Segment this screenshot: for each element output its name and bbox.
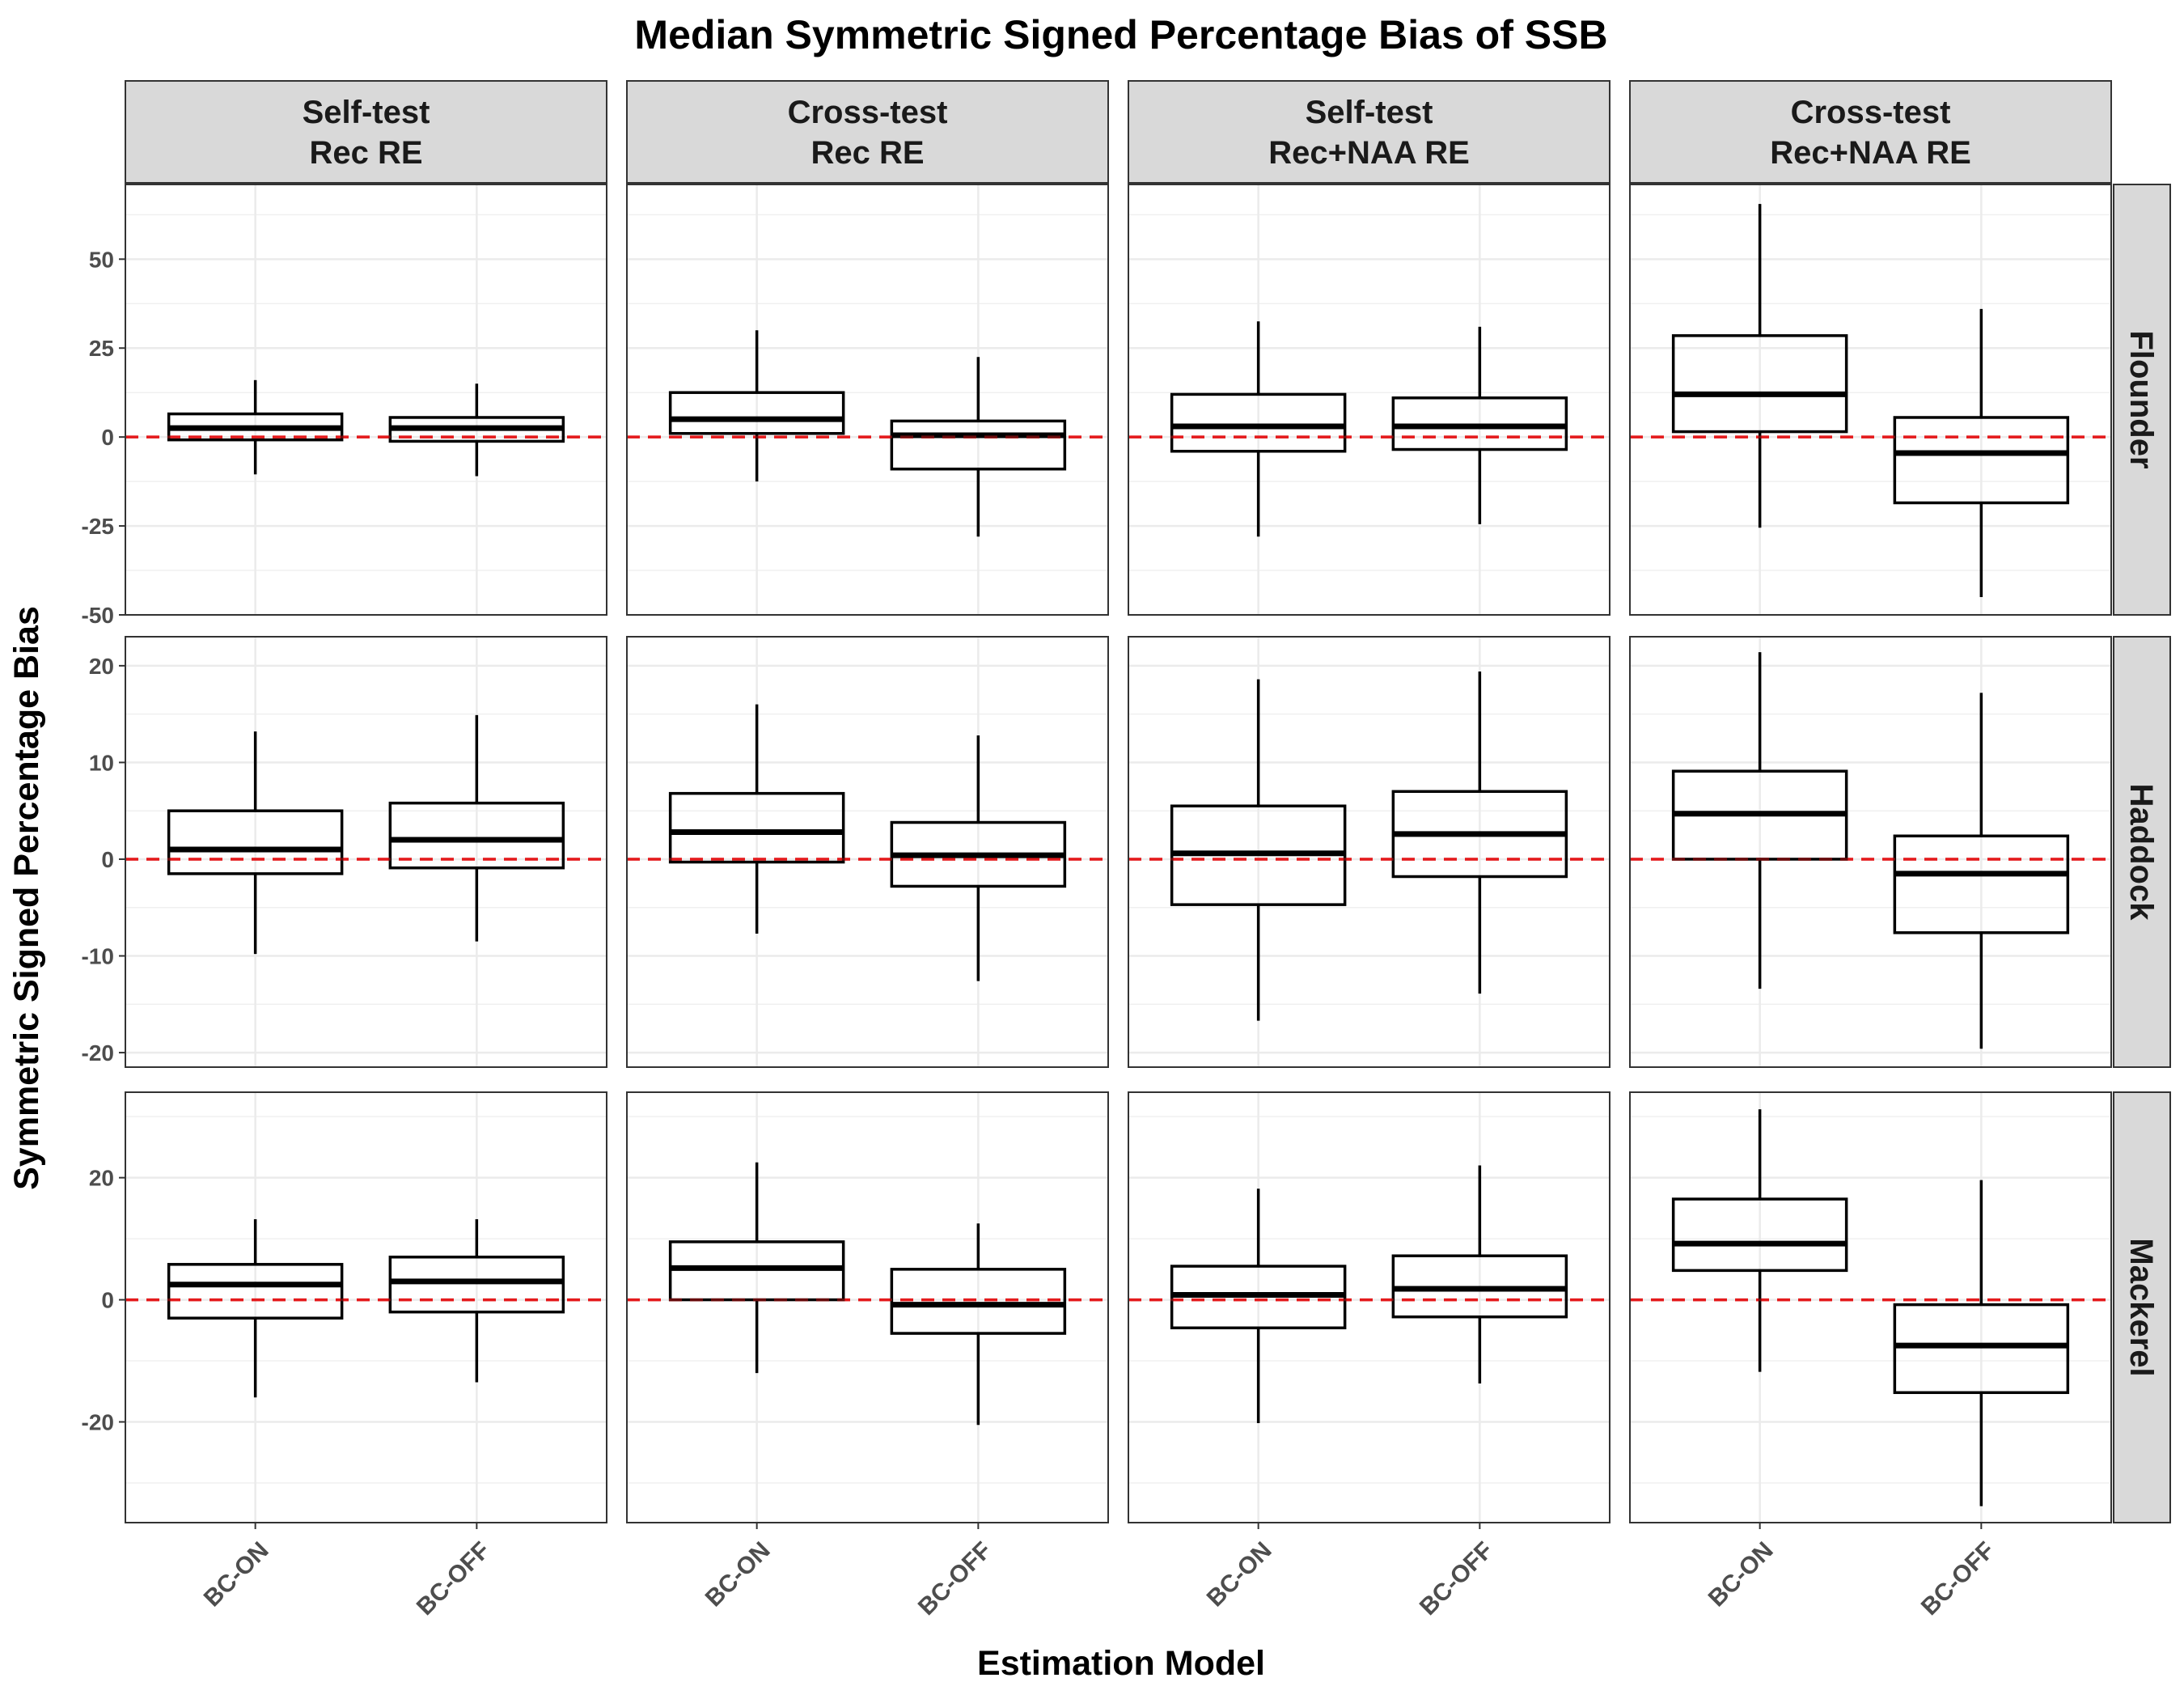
panel-background	[125, 184, 607, 615]
panel	[125, 1091, 607, 1523]
y-tick-label: -25	[82, 514, 114, 539]
panel-border	[626, 1091, 1109, 1523]
panel-background	[125, 1092, 607, 1523]
box	[388, 1255, 565, 1314]
column-strip-label-line2: Rec RE	[811, 135, 924, 171]
panel	[626, 636, 1109, 1068]
box	[1671, 334, 1848, 434]
y-axis-title: Symmetric Signed Percentage Bias	[7, 606, 46, 1190]
box	[167, 1263, 344, 1320]
box	[668, 791, 845, 864]
y-tick-label: 20	[89, 654, 114, 679]
panel-background	[1630, 637, 2111, 1067]
box	[1671, 1197, 1848, 1273]
row-strip-label: Flounder	[2123, 330, 2159, 468]
chart-title: Median Symmetric Signed Percentage Bias …	[634, 12, 1607, 57]
panel	[125, 636, 607, 1068]
panel	[1629, 1091, 2112, 1523]
row-strip-label: Mackerel	[2123, 1238, 2159, 1376]
column-strip-label-line1: Self-test	[1306, 95, 1433, 130]
panel-border	[626, 184, 1109, 616]
panel	[1128, 1091, 1610, 1523]
y-tick-label: 0	[101, 847, 114, 872]
y-tick-label: 10	[89, 750, 114, 775]
panel	[626, 184, 1109, 616]
panel-border	[1128, 636, 1610, 1068]
column-strip	[626, 80, 1109, 184]
panel-border	[1128, 1091, 1610, 1523]
y-tick-label: 20	[89, 1166, 114, 1191]
column-strip-label-line1: Self-test	[303, 95, 430, 130]
column-strip-label-line2: Rec+NAA RE	[1268, 135, 1470, 171]
box	[668, 391, 845, 435]
column-strip	[125, 80, 607, 184]
panel-border	[1629, 1091, 2112, 1523]
panel-border	[125, 1091, 607, 1523]
panel-background	[1128, 1092, 1610, 1523]
box	[890, 1268, 1067, 1335]
y-tick-label: 25	[89, 336, 114, 361]
panel-background	[1630, 1092, 2111, 1523]
panel-border	[1629, 636, 2112, 1068]
box	[890, 419, 1067, 471]
row-strip	[2113, 1091, 2171, 1523]
y-tick-label: -20	[82, 1409, 114, 1434]
panel	[1128, 636, 1610, 1068]
panel	[1629, 636, 2112, 1068]
y-tick-label: 0	[101, 425, 114, 450]
panel-background	[1128, 184, 1610, 615]
column-strip	[1128, 80, 1610, 184]
panel-background	[1630, 184, 2111, 615]
panel	[626, 1091, 1109, 1523]
column-strip-label-line2: Rec RE	[309, 135, 422, 171]
panel	[125, 184, 607, 616]
panel	[1629, 184, 2112, 616]
row-strip-label: Haddock	[2123, 784, 2159, 922]
panel-background	[627, 184, 1108, 615]
box	[1893, 834, 2070, 934]
y-tick-label: -10	[82, 944, 114, 969]
box	[388, 801, 565, 870]
panel-background	[627, 637, 1108, 1067]
panel-border	[125, 184, 607, 616]
y-tick-label: 0	[101, 1288, 114, 1313]
panel-border	[1629, 184, 2112, 616]
row-strip	[2113, 636, 2171, 1068]
y-tick-label: -20	[82, 1040, 114, 1066]
y-tick-label: 50	[89, 247, 114, 272]
column-strip	[1629, 80, 2112, 184]
box	[167, 809, 344, 875]
panel	[1128, 184, 1610, 616]
column-strip-label-line1: Cross-test	[1791, 95, 1951, 130]
box	[1893, 416, 2070, 505]
x-axis-title: Estimation Model	[977, 1644, 1265, 1683]
box	[1893, 1303, 2070, 1395]
column-strip-label-line1: Cross-test	[788, 95, 948, 130]
column-strip-label-line2: Rec+NAA RE	[1770, 135, 1971, 171]
row-strip	[2113, 184, 2171, 616]
panels-layer: Self-test Rec RE Cross-test Rec RE Self-test…	[82, 80, 2171, 1621]
panel-border	[626, 636, 1109, 1068]
box	[1170, 392, 1347, 453]
panel-border	[125, 636, 607, 1068]
y-tick-label: -50	[82, 603, 114, 628]
panel-border	[1128, 184, 1610, 616]
